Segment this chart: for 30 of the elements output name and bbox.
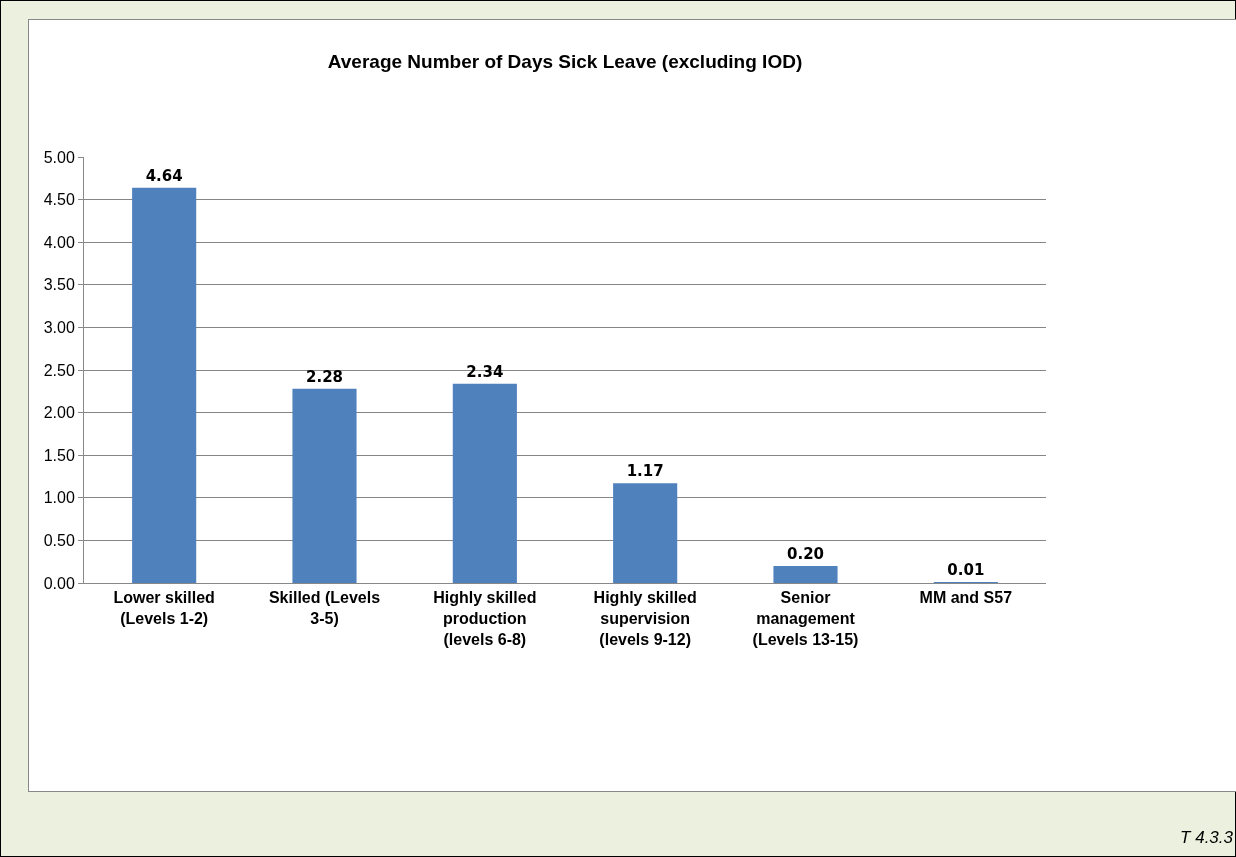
x-tick-label: Senior management (Levels 13-15) (752, 589, 859, 648)
text: T 4.3.3 (1180, 828, 1233, 848)
bar (452, 383, 517, 583)
y-tick-label: 5.00 (43, 148, 75, 166)
x-tick-label: MM and S57 (919, 589, 1013, 607)
y-tick-label: 4.00 (43, 233, 75, 251)
y-tick-label: 2.00 (43, 404, 75, 422)
y-tick-label: 1.50 (43, 446, 75, 464)
y-tick-label: 1.00 (43, 489, 75, 507)
data-label: 0.01 (947, 561, 985, 579)
bar (132, 187, 197, 583)
data-label: 0.20 (786, 544, 825, 563)
bar (613, 483, 678, 583)
x-tick-label: Highly skilled production (levels 6-8) (433, 589, 537, 648)
y-tick-label: 4.50 (43, 191, 75, 209)
data-label: 2.34 (466, 362, 504, 381)
y-tick-label: 2.50 (43, 361, 75, 379)
chart-title: Average Number of Days Sick Leave (excluding IOD) (327, 50, 803, 72)
y-tick-label: 0.50 (43, 532, 75, 549)
data-label: 2.28 (305, 367, 344, 386)
data-label: 4.64 (145, 166, 183, 185)
data-label: 1.17 (626, 462, 664, 481)
x-tick-label: Highly skilled supervision (levels 9-12) (593, 589, 697, 648)
y-tick-label: 3.00 (43, 319, 75, 336)
y-tick-label: 3.50 (43, 276, 75, 294)
x-tick-label: Lower skilled (Levels 1-2) (113, 589, 215, 627)
bar (773, 565, 838, 583)
y-tick-label: 0.00 (43, 574, 75, 592)
bar (292, 388, 357, 583)
x-tick-label: Skilled (Levels 3-5) (268, 589, 381, 627)
